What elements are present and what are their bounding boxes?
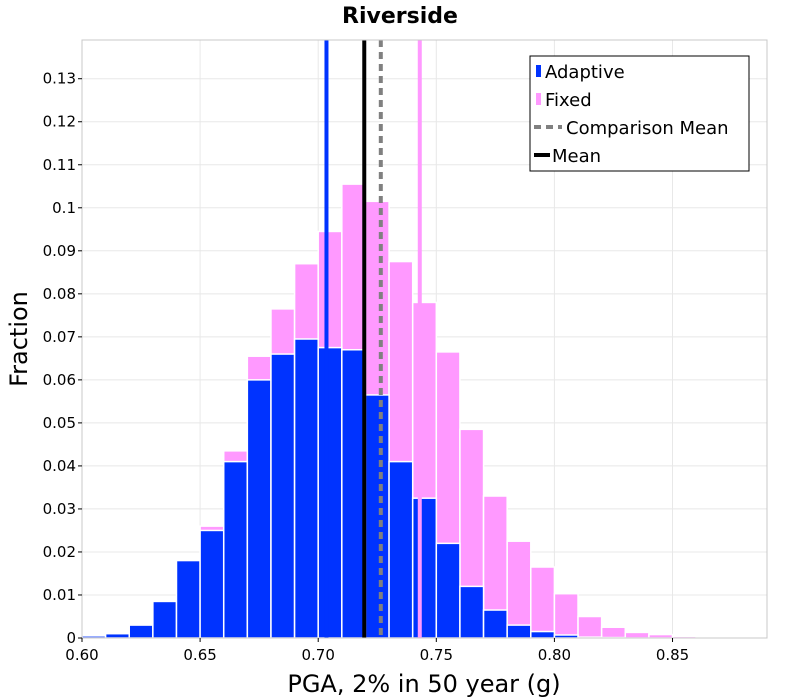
fixed-bar [506,540,532,639]
x-axis-ticks: 0.60 0.65 0.70 0.75 0.80 0.85 [65,638,689,664]
adaptive-bar [152,600,178,639]
y-tick-label: 0.04 [43,457,76,475]
adaptive-bar [411,497,438,639]
adaptive-bar [222,460,249,639]
x-tick-label: 0.60 [65,646,98,664]
x-tick-label: 0.75 [420,646,453,664]
legend-adaptive-swatch [536,65,541,77]
adaptive-bar [482,609,508,639]
legend-adaptive-label: Adaptive [545,62,625,83]
legend-fixed-swatch [536,93,541,105]
x-axis-title: PGA, 2% in 50 year (g) [287,670,560,698]
x-tick-label: 0.70 [302,646,335,664]
legend-box [529,55,750,172]
vertical-lines [324,40,422,638]
y-axis-title: Fraction [5,291,33,387]
chart-title: Riverside [342,4,458,29]
legend: Adaptive Fixed Comparison Mean Mean [529,55,750,172]
y-tick-label: 0.11 [43,156,76,174]
legend-mean-label: Mean [552,146,601,167]
y-tick-label: 0.09 [43,242,76,260]
y-tick-label: 0.05 [43,414,76,432]
fixed-bar [530,566,556,639]
y-tick-label: 0.03 [43,500,76,518]
legend-comparison-mean-label: Comparison Mean [566,118,729,139]
adaptive-bar [459,585,485,639]
y-tick-label: 0.12 [43,113,76,131]
y-tick-label: 0.08 [43,285,76,303]
adaptive-bar [175,559,201,639]
y-tick-label: 0.06 [43,371,76,389]
adaptive-bar [388,460,414,639]
fixed-bar [553,592,579,639]
y-tick-label: 0.1 [52,199,76,217]
fixed-bar [624,631,650,639]
y-tick-label: 0 [66,629,76,647]
adaptive-bar [128,624,154,639]
adaptive-bar [506,624,532,639]
adaptive-bar [270,353,296,639]
y-tick-label: 0.07 [43,328,76,346]
x-tick-label: 0.80 [538,646,571,664]
adaptive-bar [364,394,390,639]
fixed-bar [648,633,674,639]
x-tick-label: 0.65 [183,646,216,664]
adaptive-bar [246,379,272,639]
adaptive-bar [104,632,130,639]
y-tick-label: 0.01 [43,586,76,604]
y-axis-ticks: 0 0.01 0.02 0.03 0.04 0.05 0.06 0.07 0.08 0.09 0.1… [43,70,82,647]
y-tick-label: 0.02 [43,543,76,561]
adaptive-bar [530,630,556,639]
fixed-bar [577,615,603,639]
y-tick-label: 0.13 [43,70,76,88]
adaptive-bar [317,346,343,639]
legend-fixed-label: Fixed [545,90,592,111]
adaptive-bar [341,349,367,639]
adaptive-bar [435,542,461,639]
adaptive-bar [199,529,225,639]
plot-border [81,39,768,639]
adaptive-bar [293,338,319,639]
x-tick-label: 0.85 [656,646,689,664]
fixed-bar [600,626,627,639]
